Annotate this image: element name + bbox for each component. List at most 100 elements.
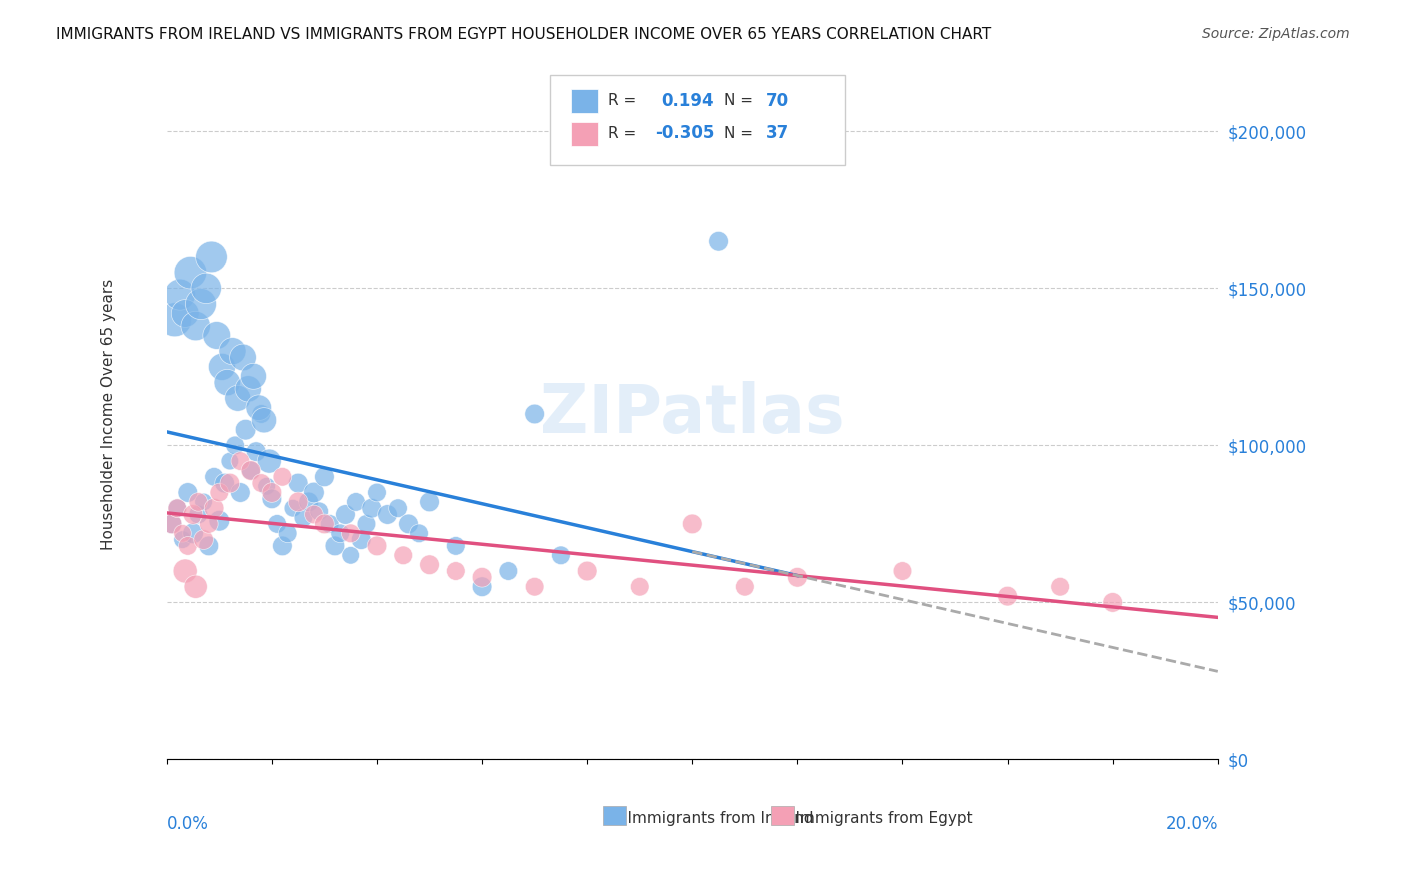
Point [193,495,215,509]
Point [174,306,197,320]
Point [208,514,231,528]
Point [329,526,352,541]
Point [259,454,281,468]
Point [166,501,188,516]
Point [266,516,288,531]
Point [242,369,264,384]
Point [239,463,262,477]
Text: 20.0%: 20.0% [1166,814,1218,833]
Text: IMMIGRANTS FROM IRELAND VS IMMIGRANTS FROM EGYPT HOUSEHOLDER INCOME OVER 65 YEAR: IMMIGRANTS FROM IRELAND VS IMMIGRANTS FR… [56,27,991,42]
Point [471,570,494,584]
Point [387,501,409,516]
Point [208,485,231,500]
Point [366,485,388,500]
Point [232,351,254,365]
Point [247,401,270,415]
Text: Householder Income Over 65 years: Householder Income Over 65 years [101,278,117,549]
Point [235,423,257,437]
Point [360,501,382,516]
Point [628,580,651,594]
Text: N =: N = [724,126,752,141]
Point [1049,580,1071,594]
Point [214,476,236,491]
Text: Immigrants from Egypt: Immigrants from Egypt [776,811,973,826]
Point [179,266,201,280]
Point [177,539,200,553]
Point [302,485,325,500]
Point [498,564,520,578]
Point [221,344,243,359]
Point [217,376,239,390]
Point [398,516,420,531]
Point [1101,595,1123,609]
Text: -0.305: -0.305 [655,125,714,143]
Point [198,539,221,553]
Point [339,549,361,563]
Point [218,476,240,491]
Point [350,533,373,547]
Point [260,485,283,500]
Point [323,539,346,553]
Point [271,470,294,484]
Text: ZIPatlas: ZIPatlas [540,381,845,447]
Point [195,281,218,295]
Point [681,516,703,531]
Point [550,549,572,563]
Point [172,533,194,547]
Point [256,479,278,493]
FancyBboxPatch shape [770,805,794,825]
Point [344,495,367,509]
Point [184,319,207,334]
Point [181,526,204,541]
Point [339,526,361,541]
Point [287,495,309,509]
Point [190,297,212,311]
Point [260,491,283,506]
Point [253,413,276,427]
Point [444,539,467,553]
Point [250,476,273,491]
Point [366,539,388,553]
Point [707,234,730,248]
Point [181,508,204,522]
Point [174,564,197,578]
FancyBboxPatch shape [571,89,598,113]
Point [408,526,430,541]
Point [287,476,309,491]
Text: R =: R = [609,126,637,141]
Point [302,508,325,522]
Point [211,359,233,374]
Text: R =: R = [609,94,637,109]
Point [471,580,494,594]
Point [187,495,209,509]
Point [444,564,467,578]
Point [245,444,267,458]
Point [377,508,399,522]
Point [419,558,441,572]
Point [314,516,336,531]
Point [205,328,228,343]
Point [169,287,191,301]
Point [224,438,246,452]
Point [160,516,183,531]
Text: 37: 37 [766,125,789,143]
Point [318,516,340,531]
Text: Immigrants from Ireland: Immigrants from Ireland [609,811,814,826]
Point [281,501,304,516]
Point [250,407,273,421]
Point [202,501,225,516]
Point [356,516,378,531]
Point [163,312,186,326]
Point [202,470,225,484]
Text: 0.194: 0.194 [661,92,713,110]
Point [200,250,222,264]
Point [997,589,1019,603]
Point [184,580,207,594]
FancyBboxPatch shape [571,121,598,146]
FancyBboxPatch shape [603,805,626,825]
Point [177,485,200,500]
Point [166,501,188,516]
Point [734,580,756,594]
Point [229,454,252,468]
Text: 0.0%: 0.0% [167,814,208,833]
